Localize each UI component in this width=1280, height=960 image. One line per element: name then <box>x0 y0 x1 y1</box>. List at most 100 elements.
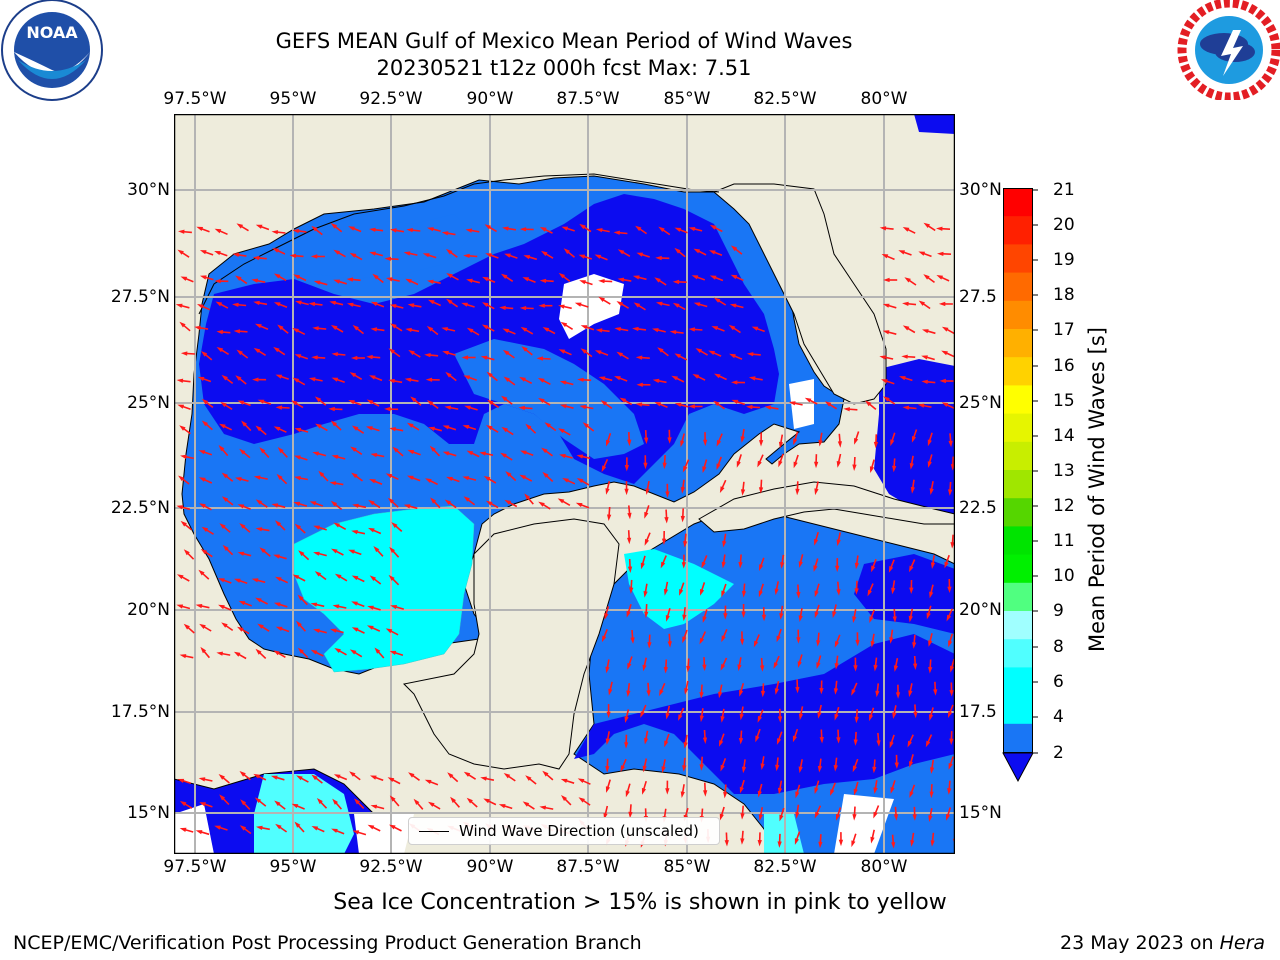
wave-arrow-head <box>902 301 909 306</box>
wave-arrow-head <box>218 774 225 780</box>
wave-arrow-head <box>240 799 247 806</box>
wave-arrow-head <box>310 649 318 655</box>
wave-arrow-head <box>883 277 890 283</box>
colorbar-swatch <box>1003 582 1033 612</box>
wave-arrow-head <box>273 602 281 607</box>
lon-tick-label: 95°W <box>269 89 317 109</box>
wave-arrow-head <box>239 523 246 529</box>
wave-arrow-head <box>352 324 359 331</box>
wave-arrow-head <box>716 439 722 447</box>
wave-arrow-head <box>661 766 666 773</box>
wave-arrow-head <box>463 253 470 258</box>
wave-arrow-head <box>538 303 545 308</box>
wave-arrow-head <box>718 691 723 699</box>
wave-arrow-head <box>392 446 399 453</box>
wave-arrow-head <box>774 588 779 596</box>
wave-arrow-head <box>370 301 378 307</box>
wave-arrow-head <box>574 302 582 307</box>
wave-arrow-head <box>873 811 878 819</box>
wave-arrow-head <box>199 802 206 807</box>
wave-arrow-head <box>237 504 245 509</box>
wave-arrow-head <box>273 346 280 353</box>
no-data-patch-4 <box>354 814 414 854</box>
wave-arrow-head <box>665 491 670 498</box>
wave-arrow-head <box>627 439 632 447</box>
wave-arrow-head <box>334 573 342 579</box>
wave-arrow-head <box>252 255 260 261</box>
wave-arrow-head <box>214 279 221 284</box>
wave-arrow-head <box>461 302 468 307</box>
wave-arrow-head <box>947 788 952 795</box>
wave-arrow-head <box>330 223 338 229</box>
wave-arrow-head <box>524 493 530 500</box>
wave-arrow-head <box>793 438 798 446</box>
wave-arrow-head <box>817 765 823 773</box>
wave-arrow-head <box>709 275 717 280</box>
wave-arrow-head <box>366 354 373 360</box>
noaa-logo-text: NOAA <box>26 23 78 42</box>
wave-arrow-head <box>201 526 209 532</box>
wave-arrow-head <box>741 611 746 618</box>
wave-arrow-head <box>408 350 415 356</box>
wave-arrow-head <box>255 648 262 655</box>
wave-arrow-head <box>348 400 355 405</box>
wave-arrow-head <box>253 773 260 779</box>
colorbar-tick-label: 13 <box>1053 461 1075 481</box>
colorbar-tick-label: 21 <box>1053 180 1075 200</box>
wave-arrow-head <box>682 636 687 644</box>
wave-arrow-head <box>331 828 338 833</box>
wave-arrow-head <box>680 440 685 448</box>
wave-arrow-head <box>179 827 187 832</box>
wave-arrow-head <box>688 327 695 332</box>
wave-arrow-head <box>346 277 354 282</box>
wave-arrow-head <box>296 775 303 781</box>
wave-arrow-head <box>679 589 684 596</box>
wave-arrow-head <box>604 613 609 620</box>
wave-arrow-head <box>560 321 568 328</box>
wave-arrow-head <box>913 711 918 719</box>
wave-arrow-head <box>792 735 797 743</box>
wave-arrow-head <box>560 778 568 783</box>
wave-arrow-head <box>773 662 778 669</box>
wave-arrow-head <box>311 355 318 360</box>
wave-arrow-head <box>332 798 338 805</box>
wave-arrow-head <box>328 406 335 412</box>
wave-arrow-head <box>333 774 341 779</box>
wave-arrow-head <box>921 355 928 360</box>
wave-arrow-head <box>201 420 208 427</box>
wave-arrow-head <box>644 511 649 519</box>
wave-arrow-head <box>944 561 949 569</box>
wave-arrow-head <box>313 525 320 530</box>
wave-arrow-head <box>579 223 586 230</box>
wave-arrow-head <box>741 591 747 598</box>
gulf-light-patch <box>454 339 644 459</box>
wave-arrow-head <box>370 804 378 809</box>
wave-arrow-head <box>521 346 528 352</box>
chart-title: GEFS MEAN Gulf of Mexico Mean Period of … <box>275 29 853 53</box>
colorbar-swatch <box>1003 385 1033 415</box>
wave-arrow-head <box>503 773 511 779</box>
wave-arrow-head <box>196 226 204 231</box>
wave-arrow-head <box>430 497 437 504</box>
wave-arrow-head <box>892 712 897 719</box>
wave-arrow-head <box>834 641 840 648</box>
map-legend: Wind Wave Direction (unscaled) <box>408 817 720 845</box>
wave-arrow-head <box>918 300 925 306</box>
wave-arrow-head <box>908 615 913 623</box>
wave-arrow-head <box>873 664 878 672</box>
wave-arrow-head <box>479 451 486 456</box>
wave-arrow-head <box>869 714 874 722</box>
wave-arrow-head <box>520 326 528 332</box>
wave-arrow-head <box>384 406 391 412</box>
wave-arrow-head <box>235 275 242 281</box>
wave-arrow-head <box>312 451 319 456</box>
nws-logo <box>1177 0 1280 100</box>
wave-arrow-head <box>681 562 686 569</box>
wave-arrow-head <box>486 425 493 431</box>
wave-arrow-head <box>721 635 726 643</box>
wave-arrow-head <box>271 503 279 508</box>
wave-arrow-head <box>626 610 631 618</box>
wave-arrow-head <box>352 830 360 835</box>
wave-arrow-head <box>854 716 859 724</box>
wave-arrow-head <box>709 224 717 230</box>
